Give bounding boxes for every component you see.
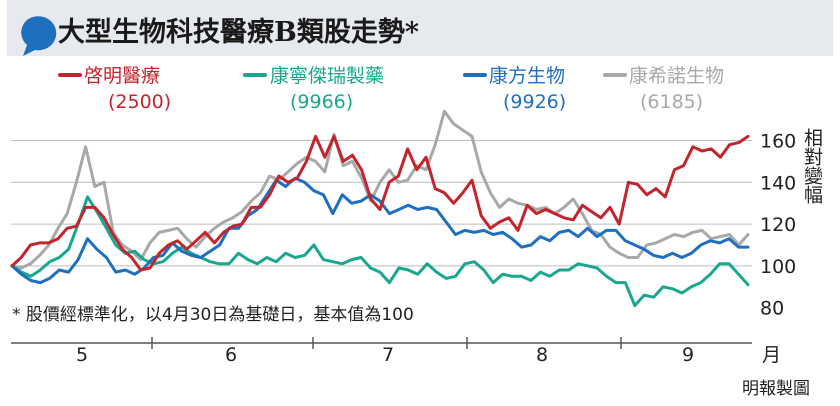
y-axis: 80 100 120 140 160 [760,131,796,320]
x-tick-label: 8 [536,344,548,366]
series-line [10,195,750,308]
source-credit: 明報製圖 [742,379,810,399]
legend-label: 康希諾生物 [629,65,724,87]
legend-label: 康寧傑瑞製藥 [270,65,384,87]
x-axis: 5 6 7 8 9 [76,337,694,366]
x-tick-label: 5 [76,344,88,366]
y-tick-label: 100 [760,256,796,278]
y-tick-label: 80 [760,298,784,320]
series-layer [10,109,750,308]
x-tick-label: 6 [225,344,237,366]
series-line [10,109,750,270]
legend-code: (9966) [290,91,353,113]
legend-label: 康方生物 [489,65,565,87]
series-line [10,134,750,272]
legend-code: (2500) [108,91,171,113]
y-tick-label: 120 [760,214,796,236]
x-tick-label: 7 [382,344,394,366]
legend-code: (9926) [503,91,566,113]
y-tick-label: 160 [760,131,796,153]
title-band [7,0,833,56]
legend: 啓明醫療 (2500) 康寧傑瑞製藥 (9966) 康方生物 (9926) 康希諾生物 (61… [58,65,724,113]
legend-code: (6185) [640,91,703,113]
x-axis-unit: 月 [762,344,781,366]
y-tick-label: 140 [760,172,796,194]
chart-note: * 股價經標準化，以4月30日為基礎日，基本值為100 [12,305,414,325]
y-axis-label: 相對變幅 [801,128,823,204]
chart-title: 大型生物科技醫療B類股走勢* [58,17,419,48]
x-tick-label: 9 [682,344,694,366]
series-line [10,176,750,285]
chat-bubble-icon [21,16,57,56]
legend-label: 啓明醫療 [84,65,160,87]
gridlines [11,140,752,267]
